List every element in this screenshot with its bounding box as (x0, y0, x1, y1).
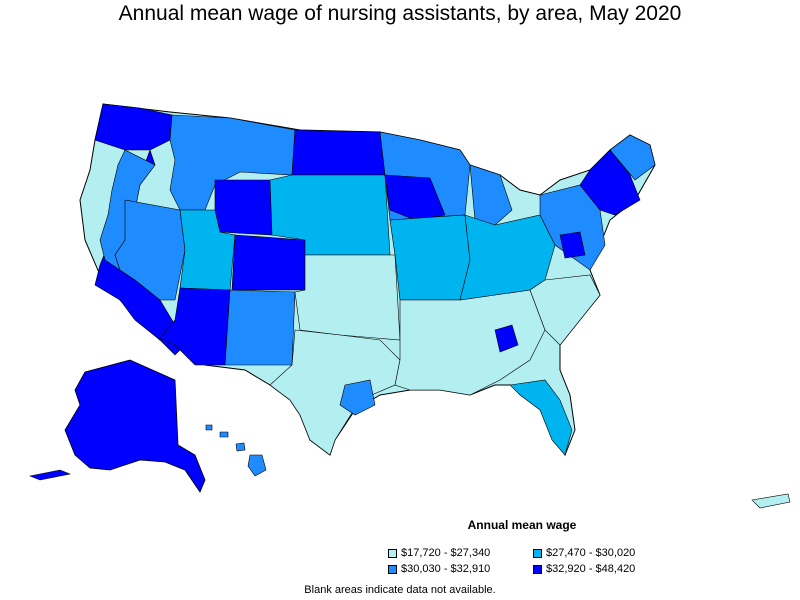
hawaii-kauai (205, 424, 213, 431)
alaska (64, 359, 206, 493)
region-atlanta (494, 324, 519, 353)
region-iowa-missouri (389, 214, 471, 301)
legend-item-1: $17,720 - $27,340 (388, 547, 490, 559)
footnote: Blank areas indicate data not available. (304, 584, 496, 596)
region-houston (339, 379, 376, 416)
legend-label-4: $32,920 - $48,420 (546, 563, 636, 575)
legend-label-2: $27,470 - $30,020 (546, 547, 636, 559)
legend-swatch-2 (533, 548, 542, 558)
legend-label-1: $17,720 - $27,340 (401, 547, 491, 559)
puerto-rico (751, 493, 791, 509)
hawaii-big-island (247, 454, 267, 477)
hawaii-oahu (219, 431, 229, 438)
region-new-england (579, 149, 641, 216)
hawaii-maui (235, 442, 246, 452)
region-south-dakota-nebraska (269, 174, 391, 256)
map-title: Annual mean wage of nursing assistants, … (118, 2, 682, 25)
legend-item-3: $30,030 - $32,910 (388, 563, 490, 575)
region-utah (179, 209, 236, 291)
region-dc-baltimore (559, 231, 586, 259)
region-maine (609, 134, 656, 181)
region-kansas-oklahoma (294, 254, 401, 341)
region-new-mexico (224, 289, 296, 366)
region-dakotas (291, 129, 386, 176)
alaska-aleutians (28, 469, 72, 481)
legend-item-2: $27,470 - $30,020 (533, 547, 635, 559)
legend-swatch-4 (533, 564, 542, 574)
region-michigan (469, 164, 513, 226)
legend-title: Annual mean wage (467, 518, 577, 532)
legend-label-3: $30,030 - $32,910 (401, 563, 491, 575)
region-idaho-montana (169, 114, 296, 211)
legend-swatch-3 (388, 564, 397, 574)
region-wyoming (214, 179, 273, 236)
region-florida (509, 379, 573, 456)
legend-item-4: $32,920 - $48,420 (533, 563, 635, 575)
region-carolinas (529, 274, 601, 346)
region-texas (269, 329, 401, 456)
legend-swatch-1 (388, 548, 397, 558)
region-colorado (231, 234, 306, 291)
